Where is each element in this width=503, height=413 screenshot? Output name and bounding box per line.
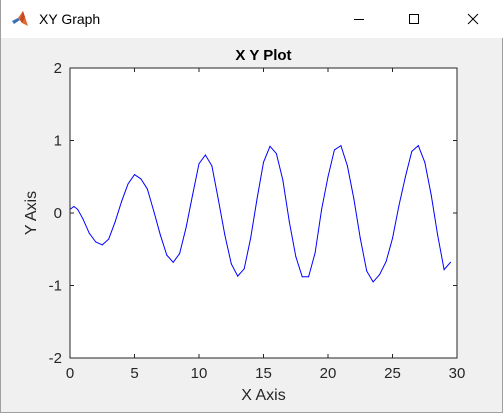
data-point [250, 237, 252, 239]
data-point [385, 261, 387, 263]
data-point [73, 206, 75, 207]
data-point [134, 174, 135, 176]
data-point [398, 205, 400, 207]
data-point [353, 198, 355, 199]
data-point [269, 145, 271, 147]
data-point [275, 153, 277, 155]
data-point [217, 199, 219, 201]
data-point [430, 194, 432, 196]
data-point [95, 241, 97, 243]
data-point [114, 221, 116, 223]
data-point [404, 176, 406, 178]
figure-canvas: 0 5 10 15 20 25 30 -2 -1 0 1 2 X Y Plot X Axis Y Ax… [1, 38, 503, 413]
data-point [392, 237, 393, 239]
x-tick-label: 20 [320, 365, 337, 382]
data-point [153, 211, 155, 213]
data-point [346, 165, 348, 167]
close-button[interactable] [450, 0, 496, 38]
x-tick-label: 30 [449, 365, 466, 382]
y-tick-label: -2 [49, 350, 62, 367]
chart-title: X Y Plot [235, 47, 291, 64]
data-point [198, 163, 200, 165]
data-point [121, 200, 123, 202]
data-point [327, 176, 329, 178]
y-axis-label: Y Axis [23, 191, 40, 235]
data-point [366, 270, 368, 272]
data-point [140, 178, 142, 180]
close-icon [467, 13, 479, 25]
maximize-button[interactable] [391, 0, 437, 38]
xy-line-chart: 0 5 10 15 20 25 30 -2 -1 0 1 2 X Y Plot X Axis Y Ax… [23, 47, 466, 404]
data-point [82, 218, 84, 220]
y-tick-label: -1 [49, 278, 62, 295]
data-point [88, 232, 90, 234]
minimize-button[interactable] [336, 0, 382, 38]
y-tick-label: 0 [54, 205, 62, 222]
data-point [411, 150, 413, 152]
data-point [185, 227, 187, 228]
data-point [443, 269, 445, 271]
title-bar[interactable]: XY Graph [1, 0, 503, 38]
data-point [417, 145, 419, 147]
data-point [263, 161, 264, 163]
x-tick-label: 15 [255, 365, 272, 382]
y-tick-label: 2 [54, 60, 62, 77]
x-axis-label: X Axis [241, 387, 285, 404]
data-point [301, 276, 303, 278]
data-point [359, 237, 361, 239]
data-point [211, 165, 213, 167]
data-point [372, 281, 374, 283]
x-tick-label: 25 [384, 365, 401, 382]
maximize-icon [409, 14, 419, 24]
data-point [243, 268, 245, 270]
window-title: XY Graph [39, 11, 101, 27]
axes-frame [69, 67, 458, 359]
data-point [340, 145, 342, 147]
axis-tick-labels: 0 5 10 15 20 25 30 -2 -1 0 1 2 [49, 60, 466, 382]
data-point [108, 238, 110, 240]
axes-background [70, 68, 457, 358]
x-tick-label: 0 [66, 365, 74, 382]
y-tick-label: 1 [54, 133, 62, 150]
data-point [230, 263, 232, 265]
data-point [314, 252, 316, 254]
data-point [172, 261, 174, 263]
data-point [333, 149, 335, 151]
data-point [379, 274, 381, 276]
data-point [192, 194, 194, 196]
data-point [450, 261, 451, 263]
matlab-logo-icon [12, 11, 28, 26]
data-point [288, 221, 290, 223]
x-tick-label: 10 [191, 365, 208, 382]
series-points [69, 145, 451, 283]
data-point [295, 256, 297, 257]
minimize-icon [354, 19, 364, 20]
data-point [282, 179, 284, 181]
data-point [166, 254, 168, 256]
data-point [179, 253, 181, 255]
data-point [146, 188, 148, 190]
data-point [204, 154, 206, 156]
data-point [424, 161, 426, 163]
data-point [224, 234, 226, 236]
data-point [77, 208, 79, 210]
data-point [437, 234, 439, 236]
data-point [256, 198, 258, 199]
data-point [321, 208, 323, 210]
data-point [308, 276, 310, 278]
x-tick-label: 5 [130, 365, 138, 382]
data-point [237, 275, 239, 277]
data-point [159, 234, 161, 236]
data-point [127, 183, 129, 185]
data-point [101, 244, 103, 246]
